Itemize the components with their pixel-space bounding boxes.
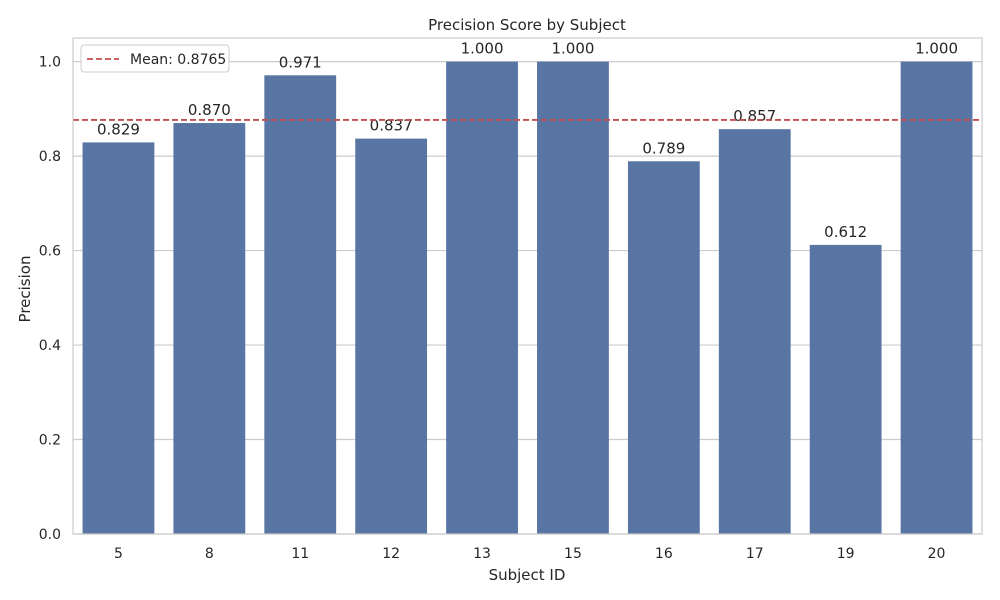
y-tick-label: 0.8: [39, 149, 61, 165]
bars: [82, 61, 973, 535]
y-tick-label: 0.0: [39, 527, 61, 543]
bar: [627, 161, 700, 534]
bar-value-label: 0.837: [370, 117, 413, 135]
y-tick-label: 0.2: [39, 433, 61, 449]
bar-value-label: 0.857: [733, 107, 776, 125]
bar: [809, 244, 882, 534]
x-tick-label: 16: [655, 546, 673, 562]
x-tick-label: 15: [564, 546, 582, 562]
bar-value-label: 0.971: [279, 53, 322, 71]
chart-title: Precision Score by Subject: [428, 16, 626, 34]
y-tick-label: 0.6: [39, 244, 61, 260]
bar: [173, 123, 246, 535]
x-tick-label: 19: [837, 546, 855, 562]
y-tick-label: 1.0: [39, 55, 61, 71]
bar-value-label: 1.000: [551, 40, 594, 58]
x-tick-label: 8: [205, 546, 214, 562]
x-tick-label: 17: [746, 546, 764, 562]
bar-value-label: 0.612: [824, 223, 867, 241]
y-tick-label: 0.4: [39, 338, 61, 354]
bar: [82, 142, 155, 535]
plot-frame: [72, 37, 983, 535]
x-tick-label: 13: [473, 546, 491, 562]
bar-value-label: 0.789: [642, 139, 685, 157]
y-axis-label: Precision: [16, 256, 34, 323]
bar: [264, 75, 337, 535]
legend-mean-label: Mean: 0.8765: [130, 52, 226, 68]
bar-value-label: 0.829: [97, 120, 140, 138]
bar: [900, 61, 973, 534]
bar-value-label: 0.870: [188, 101, 231, 119]
bar: [718, 129, 791, 534]
bar: [355, 138, 428, 535]
legend-box: [80, 44, 230, 73]
bar: [537, 61, 609, 534]
bar-value-label: 1.000: [461, 40, 504, 58]
bar-value-label: 1.000: [915, 40, 958, 58]
bar: [446, 61, 518, 534]
legend: Mean: 0.8765: [80, 44, 230, 73]
y-tick-labels: 0.0 0.2 0.4 0.6 0.8 1.0: [39, 55, 61, 543]
x-tick-label: 11: [291, 546, 309, 562]
x-tick-label: 12: [382, 546, 400, 562]
x-tick-label: 20: [928, 546, 946, 562]
bar-value-labels: 0.829 0.870 0.971 0.837 1.000 1.000 0.789 0.857…: [97, 40, 958, 241]
x-axis-label: Subject ID: [489, 566, 566, 584]
x-tick-label: 5: [114, 546, 123, 562]
x-tick-labels: 5 8 11 12 13 15 16 17 19 20: [114, 546, 945, 562]
